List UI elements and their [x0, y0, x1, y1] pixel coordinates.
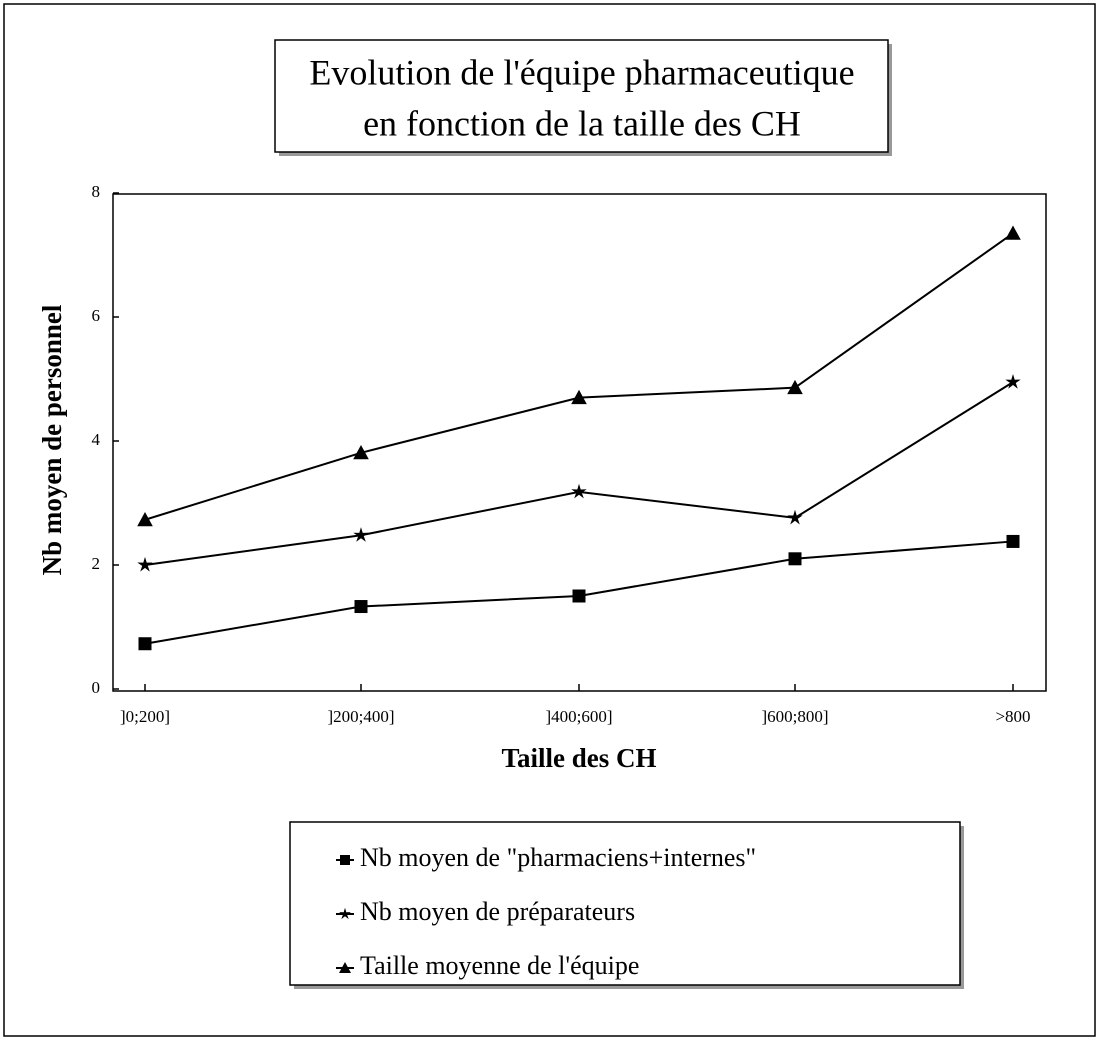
x-tick-label: ]400;600] [545, 707, 612, 726]
y-tick-label: 0 [92, 678, 101, 697]
legend-label: Nb moyen de préparateurs [360, 897, 635, 926]
marker [339, 962, 351, 973]
marker [572, 589, 586, 603]
frame [3, 3, 1096, 1037]
series-line [144, 381, 1014, 566]
marker [340, 855, 350, 865]
marker [354, 600, 368, 614]
x-tick-label: ]600;800] [761, 707, 828, 726]
series-line [144, 232, 1014, 521]
chart-title: Evolution de l'équipe pharmaceutique [309, 52, 854, 92]
marker [787, 509, 803, 525]
chart-title: en fonction de la taille des CH [363, 103, 801, 143]
marker [1006, 534, 1020, 548]
marker [571, 389, 587, 405]
x-tick-label: ]0;200] [120, 707, 170, 726]
marker [353, 444, 369, 460]
marker [137, 556, 153, 572]
x-tick-label: ]200;400] [327, 707, 394, 726]
y-axis-label: Nb moyen de personnel [37, 304, 67, 575]
y-tick-label: 2 [92, 554, 101, 573]
x-axis-label: Taille des CH [501, 743, 656, 773]
plot-area [112, 193, 1047, 692]
marker [137, 511, 153, 527]
marker [788, 552, 802, 566]
x-tick-label: >800 [995, 707, 1030, 726]
legend-label: Nb moyen de "pharmaciens+internes" [360, 843, 756, 872]
marker [571, 483, 587, 499]
y-tick-label: 8 [92, 182, 101, 201]
marker [1005, 374, 1021, 389]
marker [339, 907, 351, 920]
marker [787, 379, 803, 395]
marker [353, 527, 369, 542]
legend-label: Taille moyenne de l'équipe [360, 951, 639, 980]
y-tick-label: 6 [92, 306, 101, 325]
marker [1005, 225, 1021, 240]
title-box [274, 39, 889, 153]
marker [138, 637, 152, 651]
legend-box [289, 821, 961, 986]
y-tick-label: 4 [92, 430, 101, 449]
